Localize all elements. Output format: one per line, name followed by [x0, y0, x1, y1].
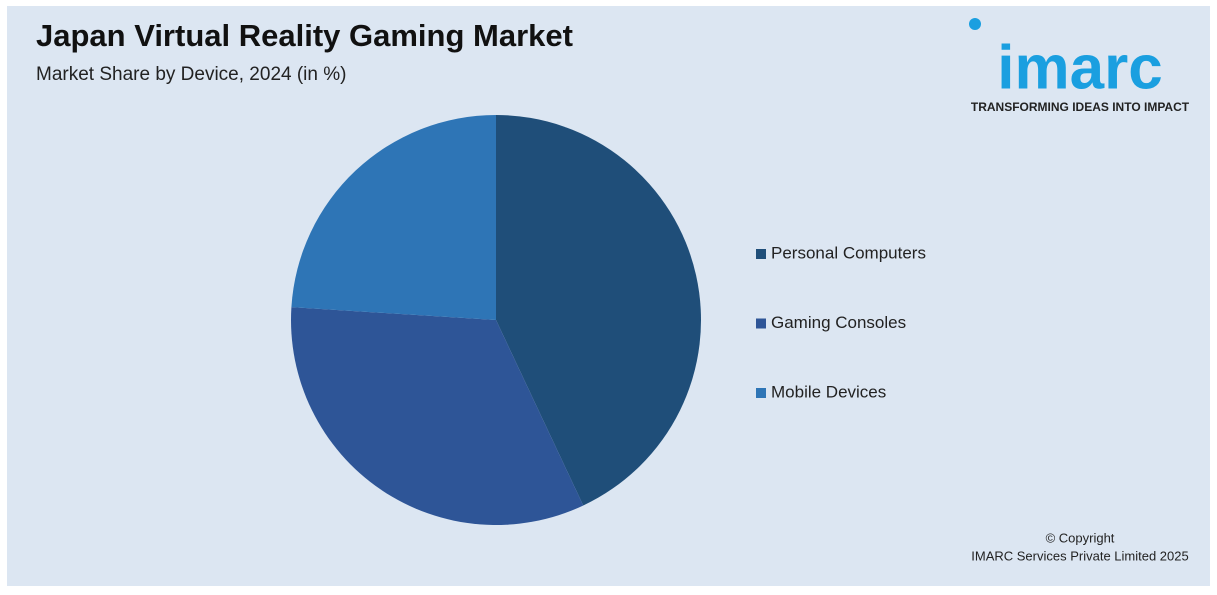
copyright: IMARC Services Private Limited 2025: [971, 548, 1188, 563]
pie-slice: [290, 307, 584, 525]
legend-label: Mobile Devices: [771, 382, 886, 401]
chart-subtitle: Market Share by Device, 2024 (in %): [36, 64, 346, 85]
copyright: © Copyright: [1046, 530, 1115, 545]
chart-title: Japan Virtual Reality Gaming Market: [36, 18, 573, 53]
legend-swatch: [756, 318, 766, 329]
pie-slice: [496, 115, 701, 506]
pie-slice: [291, 115, 496, 320]
legend-swatch: [756, 388, 766, 398]
logo-text: imarc: [997, 33, 1162, 102]
logo-dot: [969, 18, 981, 30]
logo-tagline: TRANSFORMING IDEAS INTO IMPACT: [971, 100, 1190, 114]
legend-label: Personal Computers: [771, 243, 926, 262]
legend-swatch: [756, 249, 766, 259]
legend-label: Gaming Consoles: [771, 313, 906, 332]
